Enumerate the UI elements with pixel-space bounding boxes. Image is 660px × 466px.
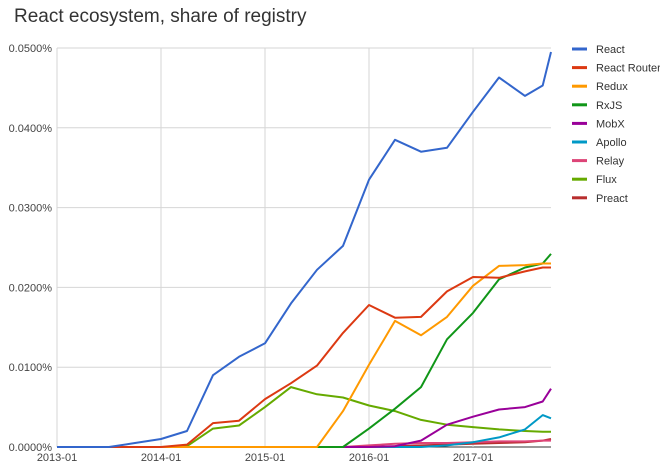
legend-swatch [572, 159, 587, 163]
chart-title: React ecosystem, share of registry [14, 6, 307, 27]
x-tick-label: 2014-01 [141, 452, 181, 464]
legend-swatch [572, 66, 587, 70]
legend-swatch [572, 121, 587, 125]
legend-swatch [572, 177, 587, 181]
y-tick-label: 0.0500% [9, 43, 53, 55]
legend-label: Relay [596, 156, 625, 168]
series-line-apollo [57, 414, 552, 448]
series-line-redux [57, 262, 551, 448]
legend-label: MobX [596, 118, 625, 130]
series-line-mobx [57, 388, 552, 448]
series-line-flux [57, 386, 551, 448]
series-line-react-router [57, 266, 551, 448]
legend-label: React [596, 44, 625, 56]
legend-swatch [572, 103, 587, 107]
series-line-react [57, 51, 552, 448]
x-tick-label: 2017-01 [453, 452, 493, 464]
y-tick-label: 0.0300% [9, 203, 53, 215]
legend-swatch [572, 47, 587, 51]
y-tick-label: 0.0400% [9, 123, 53, 135]
y-tick-label: 0.0200% [9, 282, 53, 294]
x-tick-label: 2016-01 [349, 452, 389, 464]
legend-label: Apollo [596, 137, 627, 149]
legend-swatch [572, 140, 587, 144]
x-tick-label: 2015-01 [245, 452, 285, 464]
legend-label: Preact [596, 193, 628, 205]
legend-label: RxJS [596, 100, 622, 112]
legend-swatch [572, 196, 587, 200]
y-tick-label: 0.0100% [9, 362, 53, 374]
legend-label: Redux [596, 81, 628, 93]
legend-label: Flux [596, 174, 617, 186]
x-tick-label: 2013-01 [37, 452, 77, 464]
y-tick-label: 0.0000% [9, 442, 53, 454]
legend-swatch [572, 84, 587, 88]
legend-label: React Router [596, 63, 660, 75]
